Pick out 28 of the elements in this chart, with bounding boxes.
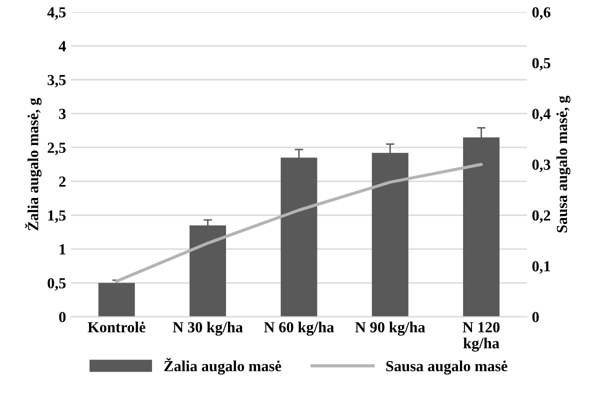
legend-label: Sausa augalo masė — [386, 360, 508, 375]
y-tick-label: 1 — [60, 244, 66, 254]
legend-label: Žalia augalo masė — [164, 358, 282, 375]
y-axis-title: Žalia augalo masė, g — [24, 98, 42, 230]
y-tick-label: 4,5 — [47, 7, 66, 20]
y2-tick-label: 0,4 — [532, 108, 551, 122]
y2-axis-title: Sausa augalo masė, g — [556, 96, 570, 232]
x-tick-label: N 60 kg/ha — [264, 322, 334, 336]
y2-tick-label: 0,5 — [532, 58, 550, 70]
y2-tick-label: 0,2 — [532, 210, 550, 223]
x-tick-label: N 30 kg/ha — [172, 322, 243, 336]
x-tick-label: Kontrolė — [88, 322, 146, 332]
y-tick-label: 2 — [59, 176, 66, 187]
bar — [98, 282, 135, 317]
y-tick-label: 0 — [59, 312, 66, 322]
y2-tick-label: 0 — [532, 312, 539, 322]
y2-tick-label: 0,3 — [532, 160, 550, 172]
y-tick-label: 2,5 — [48, 142, 66, 156]
x-tick-label: N 90 kg/ha — [355, 322, 426, 336]
y-tick-label: 1,5 — [48, 210, 66, 223]
y-tick-label: 4 — [58, 41, 66, 52]
line-series — [115, 162, 483, 283]
y-tick-label: 3 — [59, 108, 66, 120]
y2-tick-label: 0,1 — [532, 261, 550, 274]
x-tick-label: N 120 kg/ha — [462, 322, 500, 352]
y2-tick-label: 0,6 — [532, 7, 550, 20]
y-tick-label: 0,5 — [48, 278, 66, 291]
y-tick-label: 3,5 — [48, 74, 66, 88]
